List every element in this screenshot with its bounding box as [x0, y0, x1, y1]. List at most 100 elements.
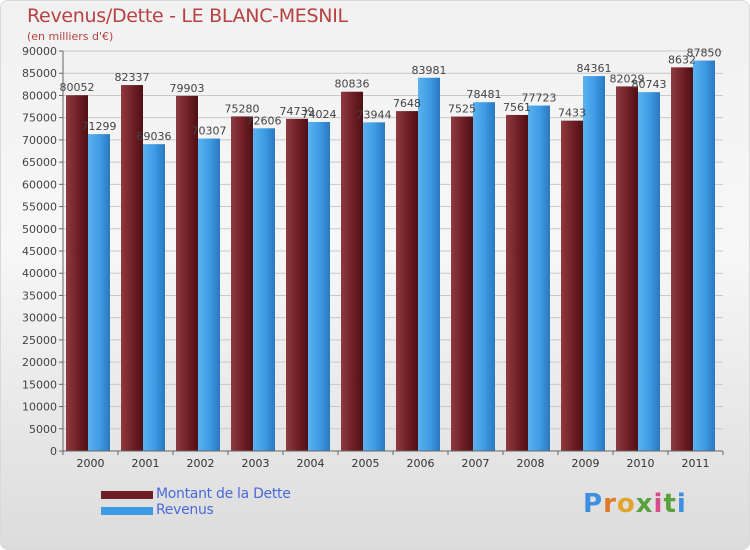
bars [66, 60, 715, 452]
bar-revenus [473, 102, 495, 451]
bar-dette [451, 116, 473, 452]
bar-dette [616, 86, 638, 451]
data-label-revenus: 72606 [247, 114, 282, 127]
legend-item-dette: Montant de la Dette [101, 486, 401, 503]
logo-letter: i [676, 489, 687, 519]
data-label-dette: 7648 [393, 97, 421, 110]
legend-swatch-dette [101, 491, 153, 499]
data-label-dette: 7433 [558, 107, 586, 120]
y-tick-label: 70000 [22, 134, 57, 147]
bar-revenus [693, 60, 715, 452]
proxiti-logo: Proxiti [583, 489, 687, 519]
data-label-revenus: 84361 [577, 62, 612, 75]
data-label-dette: 82029 [610, 72, 645, 85]
x-tick-label: 2010 [627, 457, 655, 470]
bar-revenus [308, 122, 330, 451]
data-label-dette: 80836 [335, 78, 370, 91]
bar-revenus [198, 138, 220, 451]
data-label-revenus: 71299 [82, 120, 117, 133]
y-tick-label: 25000 [22, 334, 57, 347]
data-label-dette: 7525 [448, 103, 476, 116]
y-tick-label: 55000 [22, 201, 57, 214]
logo-letter: i [653, 489, 664, 519]
data-label-revenus: 69036 [137, 130, 172, 143]
y-tick-label: 75000 [22, 112, 57, 125]
legend-label-revenus: Revenus [156, 502, 214, 518]
data-label-revenus: 83981 [412, 64, 447, 77]
bar-dette [66, 95, 88, 452]
x-tick-label: 2005 [352, 457, 380, 470]
y-tick-label: 65000 [22, 156, 57, 169]
bar-dette [176, 95, 198, 452]
legend-item-revenus: Revenus [101, 502, 401, 519]
logo-letter: r [603, 489, 617, 519]
y-tick-label: 50000 [22, 223, 57, 236]
y-tick-label: 85000 [22, 67, 57, 80]
data-label-revenus: 70307 [192, 125, 227, 138]
data-label-dette: 80052 [60, 81, 95, 94]
bar-dette [506, 114, 528, 451]
x-tick-label: 2011 [682, 457, 710, 470]
data-label-revenus: 77723 [522, 92, 557, 105]
data-label-revenus: 74024 [302, 108, 337, 121]
bar-revenus [88, 134, 110, 452]
x-tick-label: 2009 [572, 457, 600, 470]
bar-dette [231, 116, 253, 451]
y-tick-label: 20000 [22, 356, 57, 369]
x-tick-label: 2007 [462, 457, 490, 470]
axes: 0 5000 10000 15000 20000 25000 30000 35000 40000… [22, 45, 724, 470]
x-tick-label: 2004 [297, 457, 325, 470]
legend-label-dette: Montant de la Dette [156, 486, 291, 502]
x-tick-label: 2000 [77, 457, 105, 470]
bar-revenus [253, 128, 275, 451]
x-tick-label: 2006 [407, 457, 435, 470]
bar-revenus [638, 92, 660, 452]
bar-revenus [418, 77, 440, 452]
x-tick-label: 2002 [187, 457, 215, 470]
bar-revenus [363, 122, 385, 452]
chart-subtitle: (en milliers d'€) [27, 30, 114, 43]
y-tick-label: 90000 [22, 45, 57, 58]
bar-dette [341, 91, 363, 452]
x-tick-label: 2003 [242, 457, 270, 470]
data-label-dette: 82337 [115, 71, 150, 84]
x-tick-label: 2008 [517, 457, 545, 470]
logo-letter: x [635, 489, 654, 519]
x-tick-label: 2001 [132, 457, 160, 470]
data-label-revenus: 80743 [632, 78, 667, 91]
bar-revenus [528, 105, 550, 451]
bar-dette [396, 111, 418, 451]
y-tick-label: 0 [50, 445, 57, 458]
data-label-dette: 79903 [170, 82, 205, 95]
chart-title: Revenus/Dette - LE BLANC-MESNIL [27, 5, 348, 27]
data-label-dette: 7561 [503, 101, 531, 114]
y-tick-label: 15000 [22, 378, 57, 391]
data-label-revenus: 73944 [357, 108, 392, 121]
bar-dette [671, 67, 693, 452]
y-tick-label: 5000 [29, 423, 57, 436]
bar-dette [286, 118, 308, 452]
bar-dette [561, 120, 583, 452]
data-label-revenus: 87850 [687, 47, 722, 60]
data-label-revenus: 78481 [467, 88, 502, 101]
grid-lines [63, 50, 723, 452]
data-label-dette: 74739 [280, 105, 315, 118]
y-tick-label: 35000 [22, 289, 57, 302]
y-tick-label: 40000 [22, 267, 57, 280]
bar-revenus [143, 144, 165, 451]
data-label-dette: 8632 [668, 53, 696, 66]
logo-letter: t [663, 489, 677, 519]
y-tick-label: 45000 [22, 245, 57, 258]
bar-dette [121, 85, 143, 452]
bar-revenus [583, 76, 605, 451]
data-labels: 80052 71299 82337 69036 79903 70307 7528072606… [60, 47, 722, 144]
y-tick-label: 10000 [22, 401, 57, 414]
y-tick-label: 60000 [22, 178, 57, 191]
y-tick-label: 30000 [22, 312, 57, 325]
logo-letter: P [583, 489, 604, 519]
legend-swatch-revenus [101, 507, 153, 515]
data-label-dette: 75280 [225, 102, 260, 115]
logo-letter: o [616, 489, 636, 519]
